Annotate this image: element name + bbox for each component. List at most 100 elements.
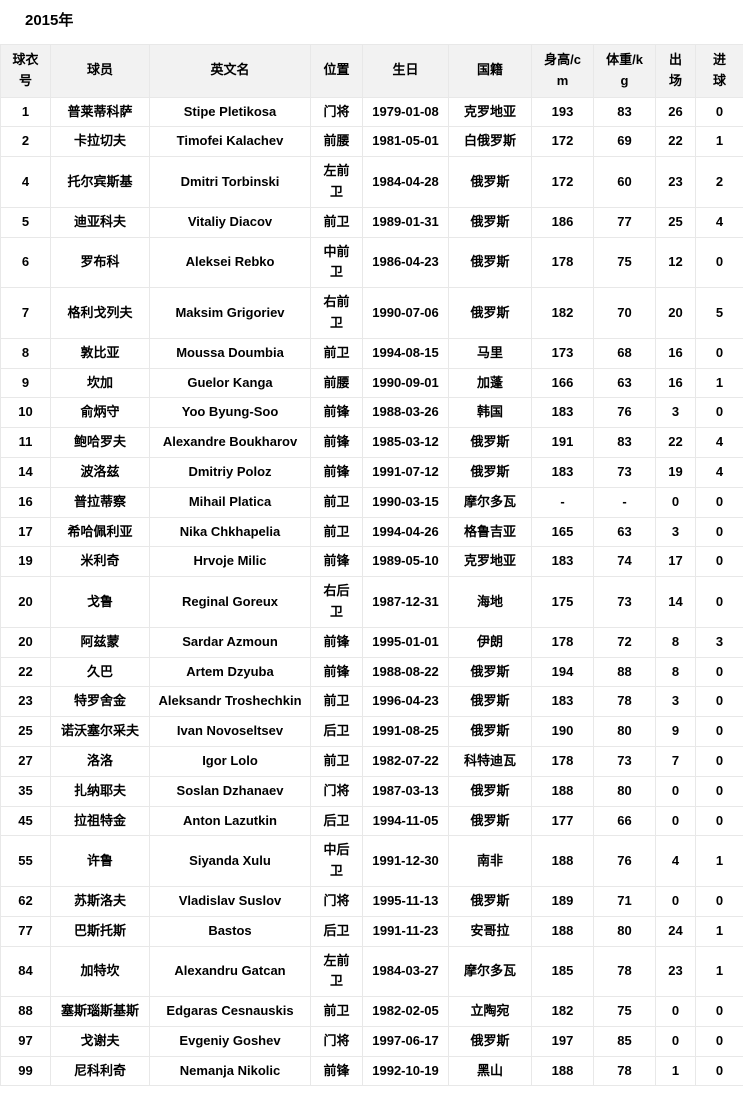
table-cell: 黑山 bbox=[448, 1055, 532, 1087]
table-cell: 前卫 bbox=[310, 206, 363, 238]
table-cell: 23 bbox=[655, 945, 696, 998]
table-cell: 右后 卫 bbox=[310, 576, 363, 628]
table-row: 16 普拉蒂察 Mihail Platica 前卫 1990-03-15 摩尔多瓦 - -0 0 bbox=[0, 486, 743, 518]
table-row: 35 扎纳耶夫 Soslan Dzhanaev 门将 1987-03-13 俄罗斯 188 8… bbox=[0, 775, 743, 807]
table-cell: 俄罗斯 bbox=[448, 427, 532, 458]
table-cell: 俄罗斯 bbox=[448, 156, 532, 208]
table-cell: 南非 bbox=[448, 835, 532, 887]
table-cell: 格鲁吉亚 bbox=[448, 516, 532, 548]
table-cell: 阿兹蒙 bbox=[50, 626, 150, 658]
table-cell: 米利奇 bbox=[50, 546, 150, 578]
table-cell: 1984-04-28 bbox=[362, 156, 449, 208]
table-cell: 23 bbox=[655, 156, 696, 208]
table-cell: 特罗舍金 bbox=[50, 686, 150, 718]
table-cell: 74 bbox=[593, 546, 656, 578]
table-cell: 172 bbox=[531, 156, 594, 208]
table-cell: 俄罗斯 bbox=[448, 456, 532, 488]
table-cell: Dmitri Torbinski bbox=[149, 156, 311, 208]
table-cell: 前卫 bbox=[310, 516, 363, 548]
table-cell: 摩尔多瓦 bbox=[448, 486, 532, 518]
table-cell: 14 bbox=[655, 576, 696, 628]
table-cell: 前锋 bbox=[310, 626, 363, 658]
table-cell: 183 bbox=[531, 686, 594, 718]
table-cell: 1979-01-08 bbox=[362, 96, 449, 128]
table-cell: 加特坎 bbox=[50, 945, 150, 998]
table-cell: 韩国 bbox=[448, 397, 532, 429]
table-cell: 白俄罗斯 bbox=[448, 126, 532, 158]
table-cell: 0 bbox=[695, 885, 743, 917]
table-cell: 69 bbox=[593, 126, 656, 158]
table-cell: 80 bbox=[593, 775, 656, 807]
table-cell: 71 bbox=[593, 885, 656, 917]
table-cell: 俄罗斯 bbox=[448, 656, 532, 688]
table-cell: 前锋 bbox=[310, 1055, 363, 1087]
table-cell: 45 bbox=[0, 805, 51, 837]
table-cell: 中前 卫 bbox=[310, 236, 363, 289]
table-row: 19 米利奇 Hrvoje Milic 前锋 1989-05-10 克罗地亚 183 74 17… bbox=[0, 546, 743, 578]
table-cell: 前卫 bbox=[310, 996, 363, 1027]
table-cell: 0 bbox=[695, 745, 743, 777]
table-cell: 16 bbox=[0, 486, 51, 518]
table-cell: 63 bbox=[593, 516, 656, 548]
table-cell: 78 bbox=[593, 1055, 656, 1087]
table-cell: 1991-11-23 bbox=[362, 915, 449, 947]
table-cell: 72 bbox=[593, 626, 656, 658]
table-cell: 0 bbox=[695, 775, 743, 807]
table-cell: Nemanja Nikolic bbox=[149, 1055, 311, 1087]
table-cell: 185 bbox=[531, 945, 594, 998]
table-cell: Moussa Doumbia bbox=[149, 337, 311, 369]
table-cell: 伊朗 bbox=[448, 626, 532, 658]
table-cell: 17 bbox=[0, 516, 51, 548]
table-cell: 前腰 bbox=[310, 126, 363, 158]
table-cell: 巴斯托斯 bbox=[50, 915, 150, 947]
table-cell: 俄罗斯 bbox=[448, 775, 532, 807]
column-header: 英文名 bbox=[149, 44, 311, 98]
table-cell: 门将 bbox=[310, 1025, 363, 1057]
table-cell: Guelor Kanga bbox=[149, 367, 311, 399]
table-cell: 14 bbox=[0, 456, 51, 488]
table-cell: 183 bbox=[531, 397, 594, 429]
table-cell: 35 bbox=[0, 775, 51, 807]
table-cell: Stipe Pletikosa bbox=[149, 96, 311, 128]
table-cell: 0 bbox=[655, 996, 696, 1027]
table-cell: 波洛兹 bbox=[50, 456, 150, 488]
table-row: 84 加特坎 Alexandru Gatcan 左前 卫 1984-03-27 摩尔多瓦 1… bbox=[0, 945, 743, 998]
table-cell: 摩尔多瓦 bbox=[448, 945, 532, 998]
table-cell: 俄罗斯 bbox=[448, 686, 532, 718]
table-cell: 83 bbox=[593, 96, 656, 128]
table-cell: 3 bbox=[695, 626, 743, 658]
table-cell: 0 bbox=[695, 516, 743, 548]
table-cell: 前锋 bbox=[310, 456, 363, 488]
page-title: 2015年 bbox=[25, 12, 74, 29]
table-row: 5 迪亚科夫 Vitaliy Diacov 前卫 1989-01-31 俄罗斯 186 77 2… bbox=[0, 206, 743, 238]
table-cell: 8 bbox=[0, 337, 51, 369]
table-cell: 0 bbox=[695, 996, 743, 1027]
table-cell: Vitaliy Diacov bbox=[149, 206, 311, 238]
table-row: 10 俞炳守 Yoo Byung-Soo 前锋 1988-03-26 韩国 183 76 3 0 bbox=[0, 397, 743, 429]
table-cell: 1991-12-30 bbox=[362, 835, 449, 887]
table-cell: 6 bbox=[0, 236, 51, 289]
table-cell: - bbox=[593, 486, 656, 518]
table-cell: 193 bbox=[531, 96, 594, 128]
table-cell: 1996-04-23 bbox=[362, 686, 449, 718]
table-cell: 俄罗斯 bbox=[448, 236, 532, 289]
table-cell: 前锋 bbox=[310, 546, 363, 578]
table-cell: Bastos bbox=[149, 915, 311, 947]
table-cell: 俄罗斯 bbox=[448, 287, 532, 339]
table-cell: 1987-12-31 bbox=[362, 576, 449, 628]
table-cell: 183 bbox=[531, 456, 594, 488]
table-cell: 165 bbox=[531, 516, 594, 548]
table-cell: 0 bbox=[655, 1025, 696, 1057]
table-cell: Igor Lolo bbox=[149, 745, 311, 777]
table-row: 11 鲍哈罗夫 Alexandre Boukharov 前锋 1985-03-12 俄罗斯… bbox=[0, 427, 743, 458]
table-cell: 1984-03-27 bbox=[362, 945, 449, 998]
table-cell: Siyanda Xulu bbox=[149, 835, 311, 887]
table-cell: Nika Chkhapelia bbox=[149, 516, 311, 548]
table-cell: Mihail Platica bbox=[149, 486, 311, 518]
table-cell: 25 bbox=[655, 206, 696, 238]
table-cell: 前锋 bbox=[310, 656, 363, 688]
table-cell: 1 bbox=[695, 126, 743, 158]
table-cell: Alexandru Gatcan bbox=[149, 945, 311, 998]
